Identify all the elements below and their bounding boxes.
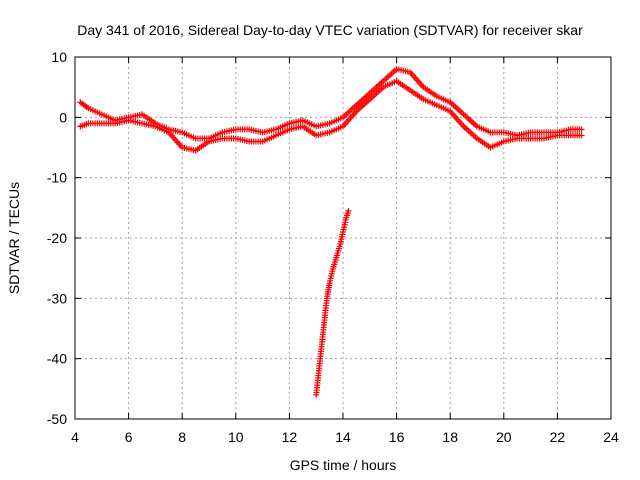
y-tick-label: -20 bbox=[47, 230, 67, 246]
data-markers bbox=[77, 66, 585, 398]
x-tick-label: 20 bbox=[496, 429, 512, 445]
y-tick-label: -10 bbox=[47, 170, 67, 186]
y-tick-label: 0 bbox=[59, 109, 67, 125]
x-tick-label: 8 bbox=[178, 429, 186, 445]
y-tick-label: 10 bbox=[51, 49, 67, 65]
chart-title: Day 341 of 2016, Sidereal Day-to-day VTE… bbox=[77, 22, 583, 38]
x-tick-label: 12 bbox=[282, 429, 298, 445]
x-tick-label: 6 bbox=[125, 429, 133, 445]
x-tick-label: 14 bbox=[335, 429, 351, 445]
x-tick-label: 18 bbox=[442, 429, 458, 445]
x-axis-label: GPS time / hours bbox=[290, 457, 397, 473]
x-tick-label: 22 bbox=[550, 429, 566, 445]
main-trace-upper-marker bbox=[578, 126, 585, 133]
y-axis-ticks: 10 0 -10 -20 -30 -40 -50 bbox=[47, 49, 611, 427]
y-tick-label: -50 bbox=[47, 411, 67, 427]
main-trace-lower-marker bbox=[578, 132, 585, 139]
y-tick-label: -40 bbox=[47, 351, 67, 367]
x-tick-label: 4 bbox=[71, 429, 79, 445]
x-axis-ticks: 4 6 8 10 12 14 16 18 20 22 24 bbox=[71, 57, 619, 445]
y-axis-label: SDTVAR / TECUs bbox=[6, 182, 22, 294]
grid bbox=[75, 57, 611, 419]
x-tick-label: 16 bbox=[389, 429, 405, 445]
x-tick-label: 24 bbox=[603, 429, 619, 445]
y-tick-label: -30 bbox=[47, 290, 67, 306]
x-tick-label: 10 bbox=[228, 429, 244, 445]
steep-segment-marker bbox=[345, 207, 352, 214]
